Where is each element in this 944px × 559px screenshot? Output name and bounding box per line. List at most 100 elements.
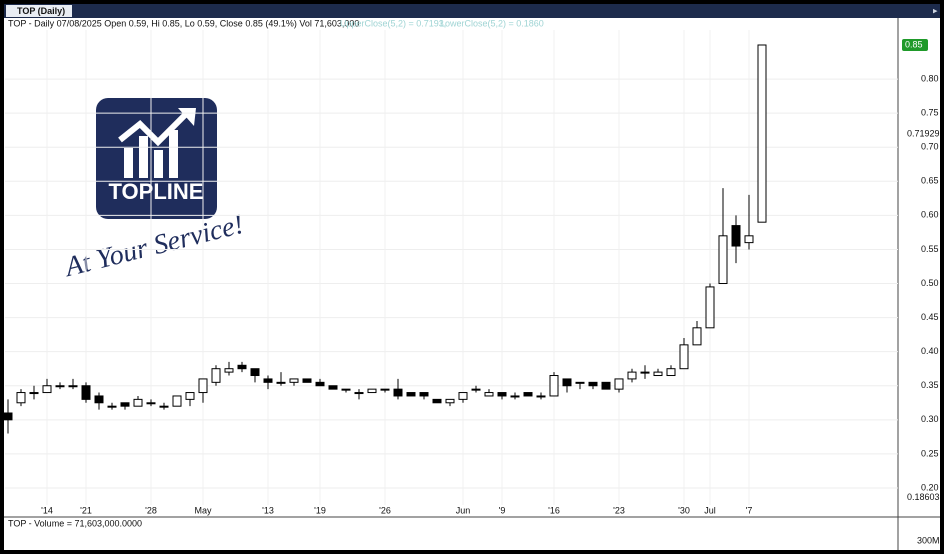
candle-body (3, 412, 13, 421)
candle-body (510, 395, 520, 398)
candle-body (354, 392, 364, 395)
candle-body (94, 395, 104, 404)
candle-body (679, 344, 689, 370)
candle-body (120, 402, 130, 407)
candle-body (432, 398, 442, 404)
y-tick-label: 0.55 (921, 244, 939, 254)
candle-body (133, 398, 143, 407)
candle-body (380, 388, 390, 391)
candle-body (159, 405, 169, 408)
logo-bar (154, 150, 163, 178)
y-tick-label: 0.65 (921, 176, 939, 186)
candle-body (289, 378, 299, 383)
y-tick-label: 0.45 (921, 312, 939, 322)
y-tick-label: 0.20 (921, 482, 939, 492)
candle-body (55, 385, 65, 388)
title-bar (4, 4, 940, 18)
candle-body (640, 371, 650, 374)
candle-body (406, 392, 416, 397)
y-tick-label: 0.40 (921, 346, 939, 356)
candle-body (107, 405, 117, 408)
candle-body (666, 368, 676, 377)
volume-title: TOP - Volume = 71,603,000.0000 (8, 518, 142, 528)
candle-body (627, 371, 637, 380)
candle-body (224, 368, 234, 373)
candle-body (549, 375, 559, 397)
y-tick-label: 0.35 (921, 380, 939, 390)
logo-arrowhead (178, 108, 196, 126)
candle-body (614, 378, 624, 390)
y-tick-label: 0.50 (921, 278, 939, 288)
candle-body (718, 235, 728, 285)
candle-body (146, 402, 156, 405)
x-tick-label: '9 (499, 505, 506, 515)
candle-body (484, 392, 494, 397)
logo-arrow (118, 111, 189, 147)
band-label: UpperClose(5,2) = 0.7193, (340, 18, 446, 28)
candle-body (562, 378, 572, 387)
x-tick-label: '28 (145, 505, 157, 515)
candle-body (16, 392, 26, 404)
candle-body (276, 381, 286, 384)
candle-body (471, 388, 481, 391)
y-tick-label: 0.25 (921, 448, 939, 458)
candle-body (328, 385, 338, 390)
header-line: TOP - Daily 07/08/2025 Open 0.59, Hi 0.8… (8, 18, 359, 28)
candle-body (198, 378, 208, 394)
candle-body (341, 388, 351, 391)
last-price-tag (902, 38, 928, 51)
x-tick-label: Jul (704, 505, 716, 515)
x-tick-label: '19 (314, 505, 326, 515)
candle-body (29, 392, 39, 395)
x-tick-label: '13 (262, 505, 274, 515)
candle-body (523, 392, 533, 397)
tab-title: TOP (Daily) (17, 6, 65, 16)
candle-body (81, 385, 91, 400)
candle-body (744, 235, 754, 244)
candle-body (367, 388, 377, 394)
candle-body (172, 395, 182, 407)
candle-body (263, 378, 273, 383)
logo-bar (169, 130, 178, 178)
candle-body (705, 286, 715, 329)
x-tick-label: '16 (548, 505, 560, 515)
marker-label: 0.18603 (907, 492, 940, 502)
candle-body (588, 381, 598, 387)
candle-body (237, 364, 247, 370)
candle-body (419, 392, 429, 397)
x-tick-label: '21 (80, 505, 92, 515)
candle-body (536, 395, 546, 398)
candle-body (42, 385, 52, 394)
candle-body (302, 378, 312, 383)
logo-bar (124, 148, 133, 178)
x-tick-label: '23 (613, 505, 625, 515)
candle-body (575, 381, 585, 384)
x-tick-label: '14 (41, 505, 53, 515)
candle-body (68, 385, 78, 388)
y-tick-label: 0.60 (921, 210, 939, 220)
x-tick-label: May (194, 505, 212, 515)
candle-body (601, 381, 611, 390)
tab[interactable] (6, 5, 72, 17)
candle-body (692, 327, 702, 346)
last-price-label: 0.85 (905, 39, 923, 49)
x-tick-label: '26 (379, 505, 391, 515)
candle-body (653, 371, 663, 377)
y-tick-label: 0.70 (921, 142, 939, 152)
candle-body (185, 392, 195, 400)
candle-body (393, 388, 403, 397)
band-label: LowerClose(5,2) = 0.1860 (440, 18, 544, 28)
candle-body (731, 225, 741, 247)
logo-bar (139, 136, 148, 178)
volume-tick-label: 300M (917, 535, 940, 545)
window-controls[interactable]: ▸ (933, 5, 938, 15)
candle-body (250, 368, 260, 377)
candle-body (458, 392, 468, 400)
y-tick-label: 0.75 (921, 108, 939, 118)
y-tick-label: 0.80 (921, 73, 939, 83)
candle-body (445, 398, 455, 404)
x-tick-label: '7 (746, 505, 753, 515)
candle-body (757, 44, 767, 223)
